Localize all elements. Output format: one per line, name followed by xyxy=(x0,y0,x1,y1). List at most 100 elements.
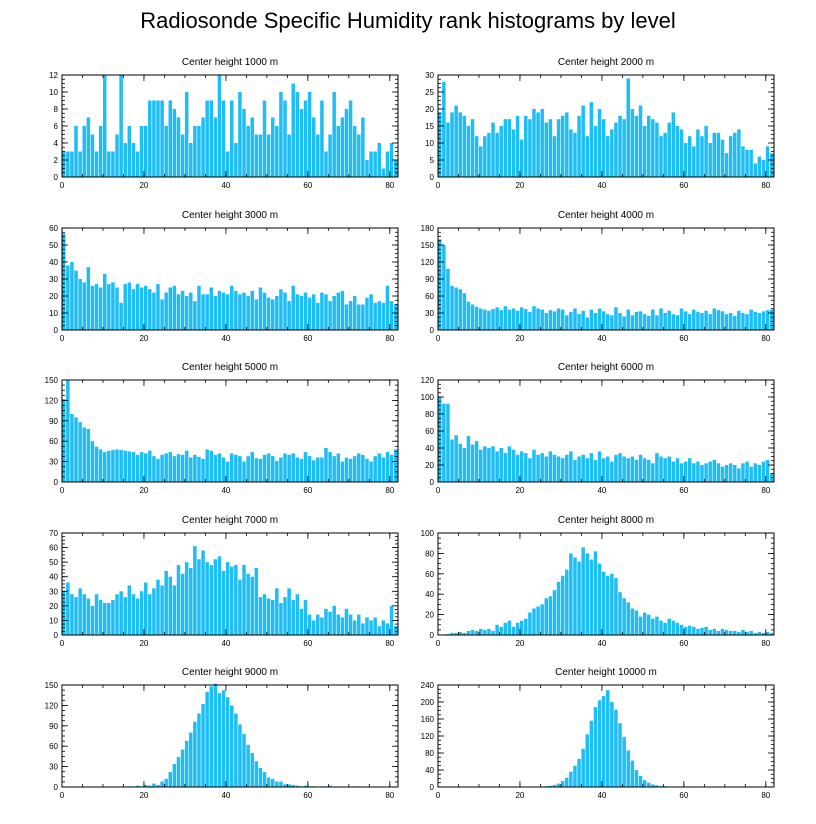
bar xyxy=(139,287,144,330)
bar xyxy=(242,461,246,482)
bar xyxy=(560,458,565,482)
bar xyxy=(536,606,540,635)
y-tick-label: 0 xyxy=(430,478,435,487)
bars xyxy=(62,233,398,330)
bar xyxy=(581,310,585,330)
bar xyxy=(90,605,95,635)
bar xyxy=(503,119,508,177)
bar xyxy=(511,449,516,482)
bar xyxy=(295,92,300,177)
bar xyxy=(589,559,594,635)
bar xyxy=(487,448,491,482)
bar xyxy=(184,92,189,177)
panel-title: Center height 10000 m xyxy=(555,667,657,678)
bar xyxy=(189,732,193,787)
bar xyxy=(262,100,267,177)
bar xyxy=(365,160,369,177)
y-tick-label: 120 xyxy=(421,376,435,385)
bar xyxy=(160,100,164,177)
bars xyxy=(62,75,398,177)
bar xyxy=(556,581,561,635)
bar xyxy=(381,457,386,482)
bar xyxy=(287,134,291,177)
bar xyxy=(700,313,704,330)
bar xyxy=(217,556,222,635)
bar xyxy=(127,451,132,482)
bar xyxy=(246,456,250,482)
bar xyxy=(369,461,373,482)
bar xyxy=(659,308,663,330)
bar xyxy=(614,577,618,635)
bar xyxy=(552,136,557,177)
bar xyxy=(634,115,639,177)
panel-center-height-5000m: Center height 5000 m 0 20 40 60 80 0 30 60 90 120… xyxy=(45,362,399,495)
chart-plot: 0 20 40 60 80 0 30 60 90 120 150 xyxy=(45,681,399,800)
y-tick-label: 200 xyxy=(421,698,435,707)
bar xyxy=(172,763,177,787)
bar xyxy=(556,456,561,482)
bar xyxy=(552,454,557,482)
chart-plot: 0 20 40 60 80 0 10 20 30 40 50 60 xyxy=(49,224,399,343)
y-tick-label: 6 xyxy=(54,122,59,131)
bar xyxy=(581,105,585,177)
bar xyxy=(692,463,696,482)
bar xyxy=(642,314,647,330)
bar xyxy=(569,451,573,482)
bar xyxy=(389,605,394,635)
bar xyxy=(357,304,361,330)
bar xyxy=(667,618,671,635)
bar xyxy=(160,585,164,635)
y-tick-label: 180 xyxy=(421,224,435,233)
bar xyxy=(373,617,377,635)
bar xyxy=(560,781,565,787)
bar xyxy=(651,119,655,177)
chart-plot: 0 20 40 60 80 0 30 60 90 120 150 180 xyxy=(421,224,775,343)
bar xyxy=(262,772,267,787)
bar xyxy=(606,690,610,787)
bar xyxy=(107,602,111,635)
bar xyxy=(470,444,475,482)
bar xyxy=(622,316,626,330)
bar xyxy=(544,598,549,635)
bar xyxy=(373,302,377,330)
bar xyxy=(320,100,324,177)
x-tick-label: 40 xyxy=(597,334,606,343)
bar xyxy=(135,454,140,482)
bar xyxy=(675,622,680,635)
y-tick-label: 30 xyxy=(49,458,58,467)
bar xyxy=(515,622,520,635)
bar xyxy=(667,456,671,482)
bar xyxy=(340,290,345,330)
bars xyxy=(438,239,774,330)
bar xyxy=(519,139,524,177)
bar xyxy=(172,285,177,330)
bar xyxy=(765,459,770,482)
bar xyxy=(462,115,467,177)
bar xyxy=(275,126,279,177)
bar xyxy=(115,449,119,482)
bar xyxy=(507,309,512,330)
y-tick-label: 120 xyxy=(421,732,435,741)
bar xyxy=(246,573,250,635)
bar xyxy=(630,760,635,787)
x-tick-label: 80 xyxy=(385,486,394,495)
bar xyxy=(458,112,462,177)
bar xyxy=(646,782,651,787)
y-tick-label: 30 xyxy=(49,275,58,284)
y-tick-label: 40 xyxy=(425,590,434,599)
bar xyxy=(320,292,324,330)
bar xyxy=(275,588,279,635)
bar xyxy=(466,436,471,482)
bar xyxy=(577,456,581,482)
bar xyxy=(646,315,651,330)
bar xyxy=(704,463,708,482)
bar xyxy=(361,623,365,635)
bar xyxy=(589,720,594,787)
bar xyxy=(270,117,275,177)
bar xyxy=(168,576,173,635)
bar xyxy=(303,452,308,482)
bar xyxy=(303,785,308,787)
bar xyxy=(442,403,446,482)
bar xyxy=(340,117,345,177)
bar xyxy=(184,740,189,787)
